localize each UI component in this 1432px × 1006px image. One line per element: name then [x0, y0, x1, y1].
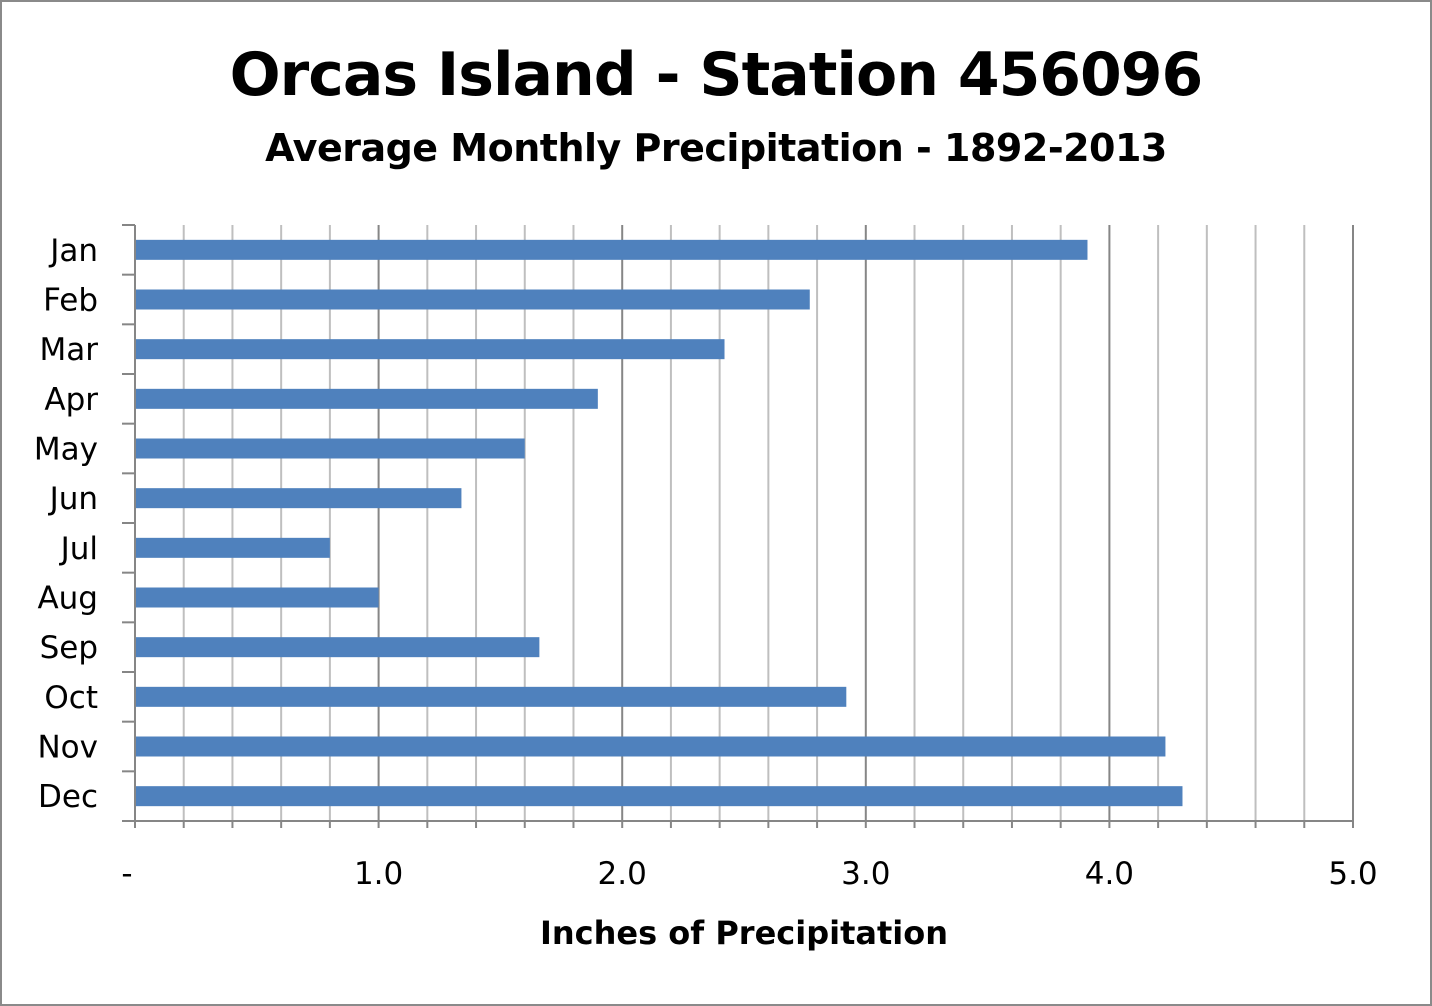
y-tick-label: Jun	[48, 481, 98, 517]
bars-layer	[135, 239, 1183, 807]
y-tick-label: Aug	[37, 581, 98, 617]
y-tick-label: May	[34, 432, 98, 468]
bar-may	[135, 438, 525, 459]
x-tick-label: 2.0	[598, 856, 647, 892]
bar-mar	[135, 339, 725, 360]
bar-dec	[135, 786, 1183, 807]
bar-jan	[135, 239, 1088, 260]
bar-oct	[135, 686, 847, 707]
x-tick-label: 3.0	[841, 856, 890, 892]
y-tick-label: Jan	[48, 233, 98, 269]
axes-layer	[122, 224, 1354, 828]
y-tick-labels: Jan Feb Mar Apr May Jun Jul Aug Sep Oct Nov Dec	[34, 233, 98, 815]
y-tick-label: Oct	[44, 680, 98, 716]
x-tick-labels: - 1.0 2.0 3.0 4.0 5.0	[121, 856, 1377, 892]
y-tick-label: Jul	[59, 531, 98, 567]
y-tick-label: Dec	[38, 779, 98, 815]
y-tick-label: Feb	[43, 283, 98, 319]
bar-apr	[135, 388, 598, 409]
y-tick-label: Sep	[40, 630, 98, 666]
x-tick-label: 1.0	[354, 856, 403, 892]
bar-feb	[135, 289, 810, 310]
y-tick-label: Nov	[37, 730, 98, 766]
x-tick-label: -	[121, 856, 132, 892]
bar-jul	[135, 537, 330, 558]
bar-nov	[135, 736, 1166, 757]
bar-jun	[135, 488, 462, 509]
y-tick-label: Mar	[40, 332, 99, 368]
bar-aug	[135, 587, 379, 608]
y-tick-label: Apr	[44, 382, 98, 418]
x-tick-label: 5.0	[1328, 856, 1377, 892]
chart-subtitle: Average Monthly Precipitation - 1892-201…	[265, 126, 1167, 170]
x-tick-label: 4.0	[1085, 856, 1134, 892]
x-axis-label: Inches of Precipitation	[540, 914, 948, 952]
bar-sep	[135, 637, 540, 658]
chart-title: Orcas Island - Station 456096	[229, 40, 1204, 110]
grid-layer	[182, 225, 1354, 821]
